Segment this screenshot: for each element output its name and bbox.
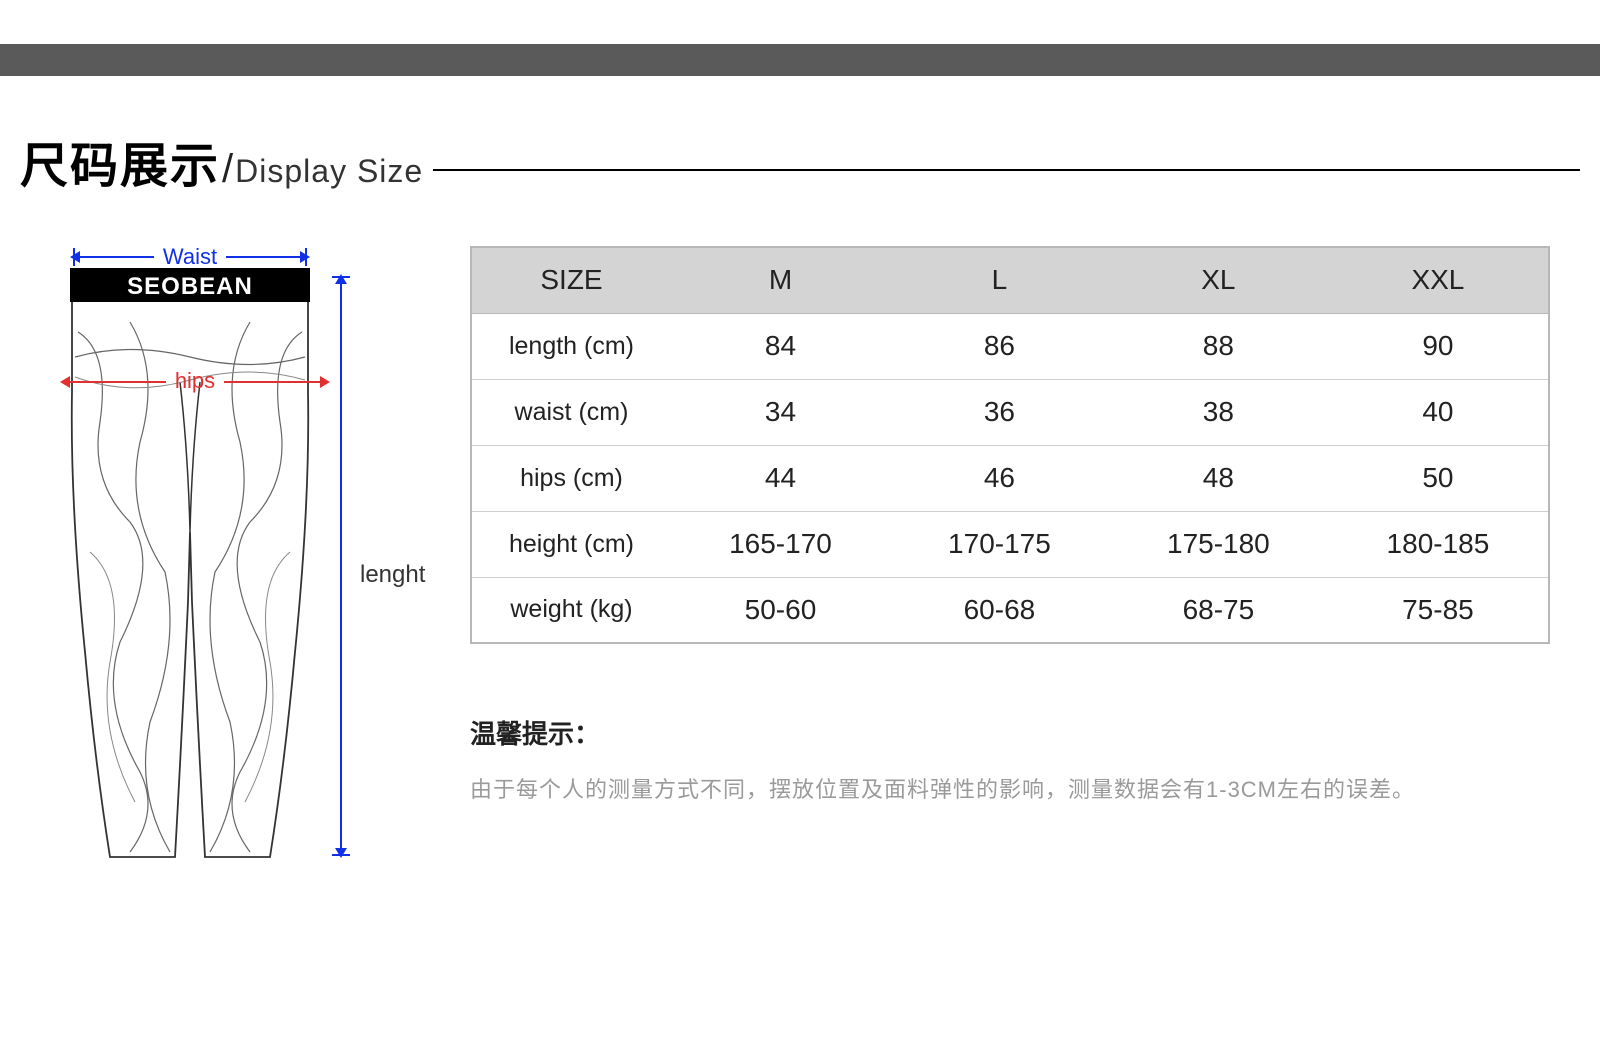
tip-title: 温馨提示： (470, 714, 1550, 751)
title-underline (433, 169, 1580, 171)
tip-section: 温馨提示： 由于每个人的测量方式不同，摆放位置及面料弹性的影响，测量数据会有1-… (470, 714, 1550, 811)
top-bar (0, 44, 1600, 76)
table-row: hips (cm) 44 46 48 50 (471, 445, 1549, 511)
cell: 75-85 (1328, 577, 1549, 643)
cell: 46 (890, 445, 1109, 511)
length-label: lenght (360, 561, 425, 589)
cell: 50-60 (671, 577, 890, 643)
cell: 165-170 (671, 511, 890, 577)
row-label: length (cm) (471, 313, 671, 379)
col-m: M (671, 247, 890, 313)
waist-dimension-arrow: Waist (70, 246, 310, 266)
col-xxl: XXL (1328, 247, 1549, 313)
title-separator: / (222, 147, 233, 192)
cell: 84 (671, 313, 890, 379)
cell: 68-75 (1109, 577, 1328, 643)
title-english: Display Size (235, 153, 423, 190)
pants-diagram: Waist SEOBEAN (0, 246, 410, 862)
title-chinese: 尺码展示 (20, 126, 220, 196)
row-label: waist (cm) (471, 379, 671, 445)
cell: 38 (1109, 379, 1328, 445)
waistband-brand: SEOBEAN (70, 268, 310, 302)
cell: 36 (890, 379, 1109, 445)
cell: 34 (671, 379, 890, 445)
cell: 180-185 (1328, 511, 1549, 577)
row-label: weight (kg) (471, 577, 671, 643)
cell: 90 (1328, 313, 1549, 379)
cell: 40 (1328, 379, 1549, 445)
section-title: 尺码展示 / Display Size (20, 126, 1580, 196)
cell: 44 (671, 445, 890, 511)
table-row: height (cm) 165-170 170-175 175-180 180-… (471, 511, 1549, 577)
tip-body: 由于每个人的测量方式不同，摆放位置及面料弹性的影响，测量数据会有1-3CM左右的… (470, 769, 1550, 811)
table-row: weight (kg) 50-60 60-68 68-75 75-85 (471, 577, 1549, 643)
col-xl: XL (1109, 247, 1328, 313)
length-dimension-arrow (340, 276, 342, 856)
cell: 48 (1109, 445, 1328, 511)
table-row: length (cm) 84 86 88 90 (471, 313, 1549, 379)
table-row: waist (cm) 34 36 38 40 (471, 379, 1549, 445)
row-label: hips (cm) (471, 445, 671, 511)
cell: 86 (890, 313, 1109, 379)
cell: 50 (1328, 445, 1549, 511)
size-chart-table: SIZE M L XL XXL length (cm) 84 86 88 90 … (470, 246, 1550, 644)
row-label: height (cm) (471, 511, 671, 577)
cell: 170-175 (890, 511, 1109, 577)
hips-dimension-arrow: hips (60, 372, 330, 392)
cell: 60-68 (890, 577, 1109, 643)
col-size: SIZE (471, 247, 671, 313)
table-header-row: SIZE M L XL XXL (471, 247, 1549, 313)
cell: 175-180 (1109, 511, 1328, 577)
col-l: L (890, 247, 1109, 313)
cell: 88 (1109, 313, 1328, 379)
